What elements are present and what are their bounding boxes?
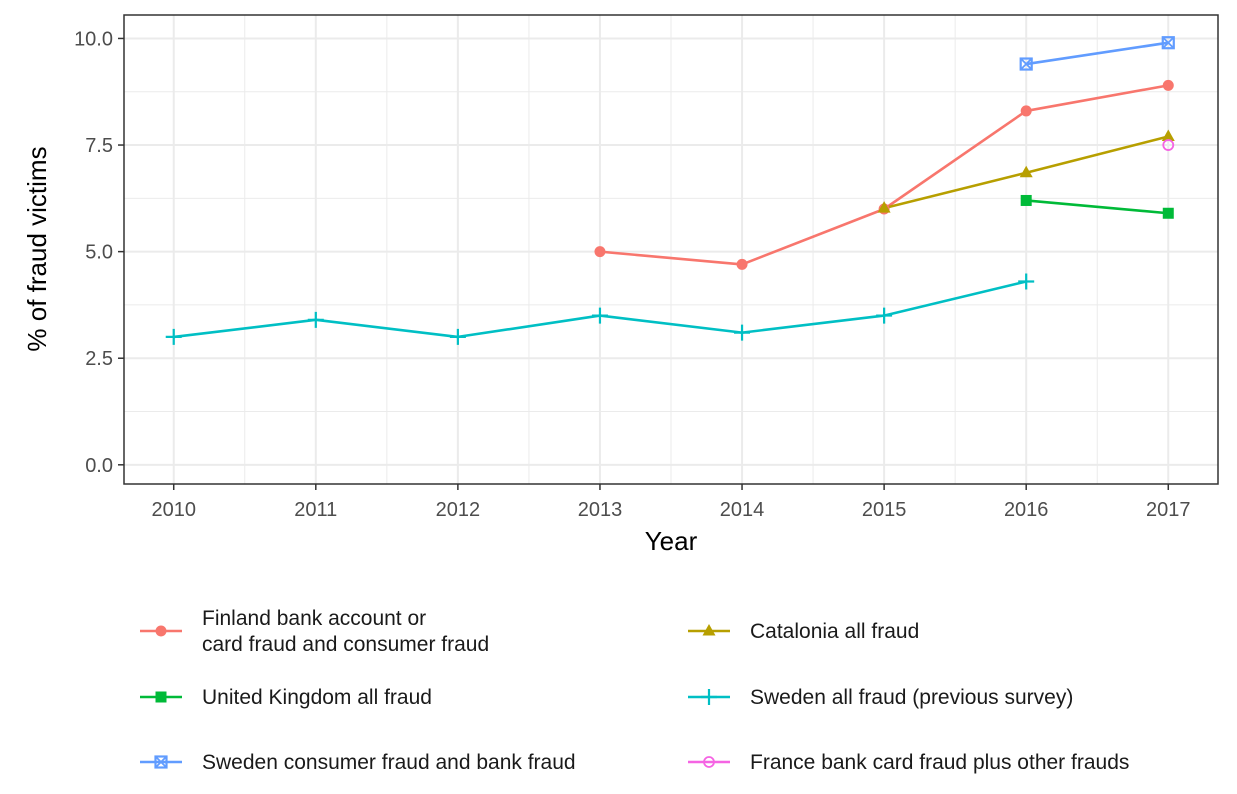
data-point	[1162, 79, 1174, 91]
data-point	[307, 311, 324, 328]
legend-label: United Kingdom all fraud	[202, 686, 432, 709]
x-tick-label: 2011	[294, 499, 337, 521]
legend-label: Sweden consumer fraud and bank fraud	[202, 751, 576, 774]
data-point	[165, 328, 182, 345]
legend-key-marker	[154, 755, 168, 769]
legend-label: Sweden all fraud (previous survey)	[750, 686, 1073, 709]
data-point	[449, 328, 466, 345]
series-line-1	[1026, 199, 1169, 215]
legend-key-marker	[155, 691, 167, 703]
y-tick-label: 10.0	[74, 28, 113, 50]
y-tick-label: 5.0	[85, 242, 113, 264]
series-points	[165, 36, 1175, 345]
data-point	[1020, 105, 1032, 117]
legend-key-marker	[703, 756, 715, 768]
y-axis-title: % of fraud victims	[22, 146, 52, 351]
legend: Finland bank account or card fraud and co…	[140, 607, 1129, 774]
data-point	[877, 201, 891, 213]
data-point	[1161, 129, 1175, 142]
legend-item: Catalonia all fraud	[688, 620, 919, 643]
legend-label: France bank card fraud plus other frauds	[750, 751, 1129, 774]
data-point	[734, 324, 751, 341]
legend-label: card fraud and consumer fraud	[202, 633, 489, 656]
x-tick-label: 2015	[862, 499, 907, 521]
y-tick-label: 0.0	[85, 455, 113, 477]
axes: 2010 2011 2012 2013 2014 2015 2016 2017 0.0 2.5 5.…	[74, 28, 1190, 521]
legend-item: Finland bank account or card fraud and co…	[140, 607, 489, 656]
data-point	[876, 307, 893, 324]
legend-key-marker	[155, 625, 167, 637]
y-tick-label: 2.5	[85, 348, 113, 370]
grid	[124, 15, 1218, 484]
legend-item: Sweden consumer fraud and bank fraud	[140, 751, 576, 774]
data-point	[1162, 139, 1175, 151]
legend-key-marker	[702, 624, 716, 636]
data-point	[1161, 36, 1175, 50]
data-point	[1020, 194, 1032, 206]
data-point	[1162, 207, 1174, 219]
data-point	[1019, 57, 1033, 71]
legend-item: France bank card fraud plus other frauds	[688, 751, 1129, 774]
data-point	[736, 258, 748, 270]
x-tick-label: 2010	[151, 499, 196, 521]
data-point	[594, 246, 606, 258]
legend-label: Finland bank account or	[202, 607, 426, 630]
legend-item: Sweden all fraud (previous survey)	[688, 686, 1073, 709]
legend-label: Catalonia all fraud	[750, 620, 919, 643]
data-point	[1018, 273, 1035, 290]
x-tick-label: 2014	[720, 499, 765, 521]
series-line-2	[1025, 41, 1169, 66]
y-tick-label: 7.5	[85, 135, 113, 157]
x-tick-label: 2012	[436, 499, 481, 521]
x-tick-label: 2017	[1146, 499, 1191, 521]
x-tick-label: 2016	[1004, 499, 1049, 521]
data-point	[1019, 165, 1033, 178]
legend-key-marker	[701, 689, 717, 705]
data-point	[591, 307, 608, 324]
plot-panel-border	[123, 14, 1219, 485]
x-tick-label: 2013	[578, 499, 623, 521]
legend-item: United Kingdom all fraud	[140, 686, 432, 709]
x-axis-title: Year	[645, 526, 698, 556]
